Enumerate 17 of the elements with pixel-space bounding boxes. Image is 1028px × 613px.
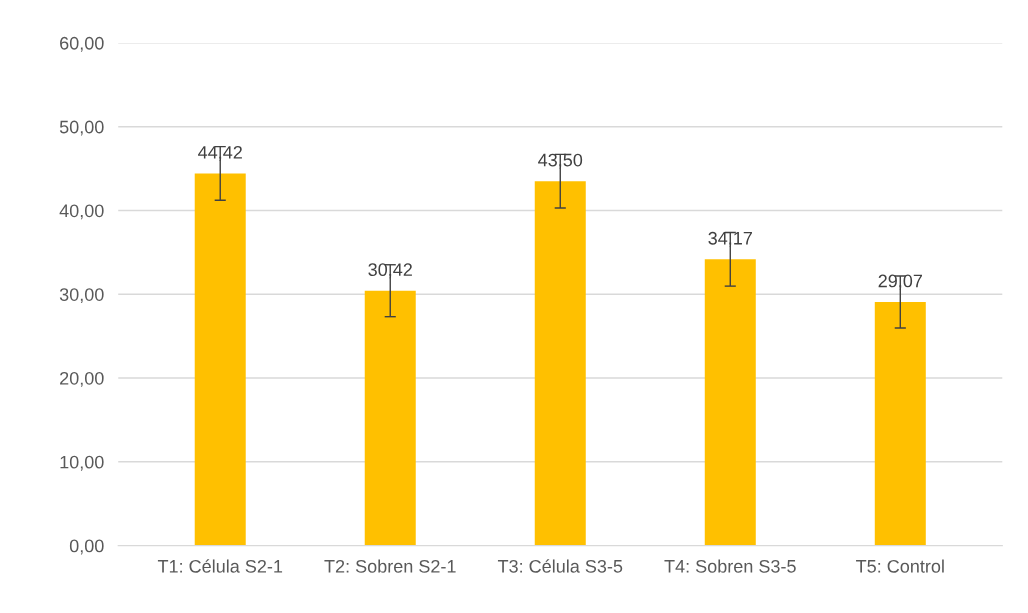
x-tick-label: T1: Célula S2-1 bbox=[157, 559, 283, 573]
bar bbox=[704, 259, 756, 546]
bar bbox=[874, 302, 926, 546]
bar bbox=[194, 173, 246, 546]
y-tick-label: 40,00 bbox=[59, 204, 104, 220]
y-tick-label: 0,00 bbox=[69, 539, 104, 555]
x-tick-label: T2: Sobren S2-1 bbox=[324, 559, 456, 573]
y-tick-label: 30,00 bbox=[59, 288, 104, 304]
y-tick-label: 20,00 bbox=[60, 371, 104, 387]
y-tick-label: 50,00 bbox=[59, 120, 104, 136]
x-tick-label: T4: Sobren S3-5 bbox=[664, 559, 796, 573]
x-tick-label: T5: Control bbox=[856, 559, 944, 573]
bar bbox=[534, 181, 586, 546]
y-tick-label: 10,00 bbox=[60, 455, 104, 471]
y-tick-label: 60,00 bbox=[60, 36, 104, 52]
x-tick-label: T3: Célula S3-5 bbox=[497, 559, 623, 573]
bar bbox=[364, 290, 416, 546]
